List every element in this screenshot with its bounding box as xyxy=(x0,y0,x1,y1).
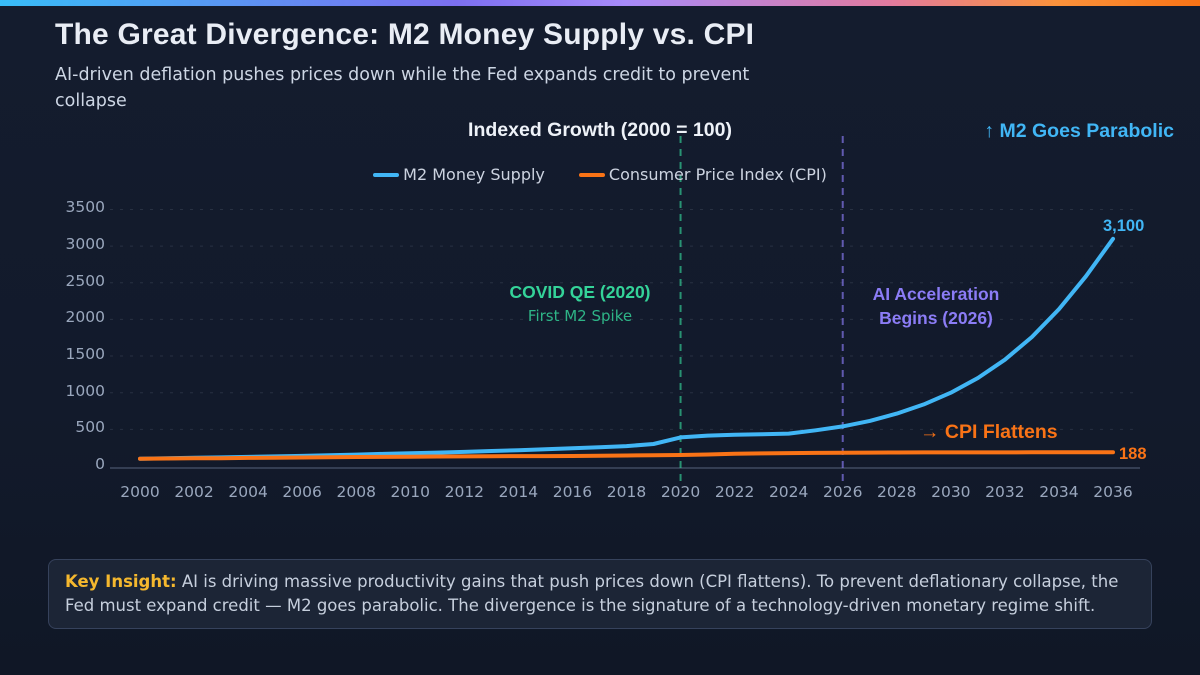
key-insight-label: Key Insight: xyxy=(65,572,177,591)
legend-item-m2[interactable]: M2 Money Supply xyxy=(373,165,545,184)
x-tick-label: 2004 xyxy=(228,483,268,501)
cpi-end-value-label: 188 xyxy=(1119,445,1147,463)
y-tick-label: 1000 xyxy=(65,381,105,400)
legend-label-m2: M2 Money Supply xyxy=(403,165,545,184)
y-tick-label: 500 xyxy=(75,418,105,437)
y-tick-label: 2500 xyxy=(65,271,105,290)
x-tick-label: 2012 xyxy=(444,483,485,501)
annotation-ai-acceleration: AI Acceleration Begins (2026) xyxy=(786,282,1086,330)
key-insight-text: AI is driving massive productivity gains… xyxy=(65,572,1119,615)
y-tick-label: 1500 xyxy=(65,345,105,364)
x-tick-label: 2024 xyxy=(768,483,809,501)
x-tick-label: 2018 xyxy=(606,483,647,501)
x-tick-label: 2032 xyxy=(985,483,1025,501)
annotation-covid-qe-subtitle: First M2 Spike xyxy=(527,307,633,325)
chart-title: Indexed Growth (2000 = 100) xyxy=(468,119,732,141)
cpi-line xyxy=(138,450,1115,461)
key-insight-box: Key Insight: AI is driving massive produ… xyxy=(48,559,1152,629)
annotation-covid-qe: COVID QE (2020) First M2 Spike xyxy=(430,282,730,325)
x-tick-label: 2010 xyxy=(390,483,430,501)
x-tick-label: 2026 xyxy=(822,483,863,501)
annotation-ai-line1: AI Acceleration xyxy=(872,284,1000,304)
legend-label-cpi: Consumer Price Index (CPI) xyxy=(608,165,827,184)
y-tick-label: 3500 xyxy=(65,198,105,217)
top-gradient-bar xyxy=(0,0,1200,6)
page-title: The Great Divergence: M2 Money Supply vs… xyxy=(55,18,755,51)
annotation-m2-parabolic: ↑ M2 Goes Parabolic xyxy=(984,120,1174,142)
x-tick-label: 2020 xyxy=(660,483,701,501)
x-tick-label: 2030 xyxy=(931,483,971,501)
x-tick-label: 2036 xyxy=(1093,483,1133,501)
annotation-covid-qe-title: COVID QE (2020) xyxy=(509,282,651,302)
x-tick-label: 2034 xyxy=(1039,483,1079,501)
y-tick-label: 0 xyxy=(95,455,105,473)
legend-item-cpi[interactable]: Consumer Price Index (CPI) xyxy=(578,165,827,184)
x-tick-label: 2008 xyxy=(336,483,376,501)
x-tick-label: 2014 xyxy=(498,483,539,501)
y-tick-label: 2000 xyxy=(65,308,105,327)
x-tick-label: 2000 xyxy=(120,483,160,501)
cpi-line-swatch xyxy=(578,172,605,177)
page-subtitle: AI-driven deflation pushes prices down w… xyxy=(55,65,750,111)
y-tick-label: 3000 xyxy=(65,235,105,254)
annotation-ai-line2: Begins (2026) xyxy=(879,308,993,328)
x-tick-label: 2022 xyxy=(714,483,755,501)
x-tick-label: 2002 xyxy=(174,483,214,501)
chart-legend: M2 Money Supply Consumer Price Index (CP… xyxy=(0,165,1200,184)
m2-line-swatch xyxy=(373,172,400,177)
x-tick-label: 2006 xyxy=(282,483,322,501)
x-tick-label: 2016 xyxy=(552,483,593,501)
annotation-cpi-flattens: → CPI Flattens xyxy=(920,421,1058,443)
m2-end-value-label: 3,100 xyxy=(1103,217,1145,235)
x-tick-label: 2028 xyxy=(877,483,917,501)
